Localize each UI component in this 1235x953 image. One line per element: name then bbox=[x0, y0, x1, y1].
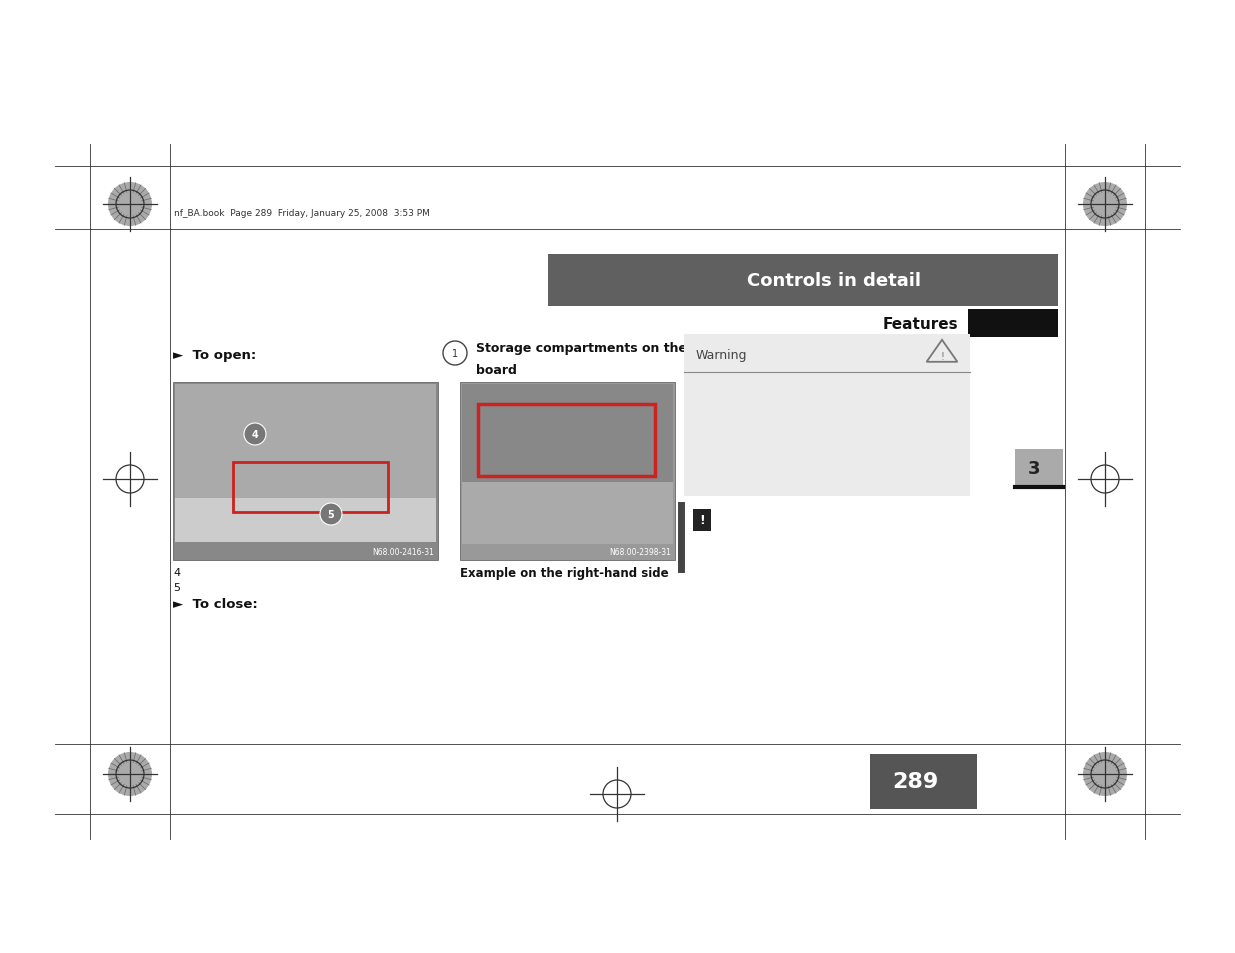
Text: Storage compartments on the dash-: Storage compartments on the dash- bbox=[475, 341, 730, 355]
Bar bbox=[478, 405, 655, 476]
Text: !: ! bbox=[940, 352, 944, 361]
Bar bbox=[173, 382, 438, 560]
Text: Warning: Warning bbox=[697, 348, 747, 361]
Circle shape bbox=[107, 183, 152, 227]
Text: 289: 289 bbox=[892, 772, 939, 792]
Bar bbox=[869, 754, 977, 809]
Bar bbox=[233, 462, 388, 513]
Circle shape bbox=[320, 503, 342, 525]
Bar bbox=[459, 382, 676, 560]
Bar bbox=[548, 254, 1058, 307]
Text: ►  To open:: ► To open: bbox=[173, 348, 256, 361]
Circle shape bbox=[107, 752, 152, 796]
Bar bbox=[175, 385, 436, 500]
Text: !: ! bbox=[699, 514, 705, 527]
Text: 5: 5 bbox=[173, 582, 180, 593]
Text: 5: 5 bbox=[327, 510, 335, 519]
Bar bbox=[693, 510, 711, 532]
Text: 1: 1 bbox=[452, 349, 458, 358]
Text: N68.00-2398-31: N68.00-2398-31 bbox=[609, 547, 671, 557]
Circle shape bbox=[245, 423, 266, 446]
Bar bbox=[462, 482, 673, 544]
Text: Features: Features bbox=[882, 316, 958, 331]
Circle shape bbox=[1083, 183, 1128, 227]
Bar bbox=[175, 498, 436, 542]
Bar bbox=[1015, 450, 1063, 488]
Bar bbox=[968, 310, 1058, 337]
Text: Example on the right-hand side: Example on the right-hand side bbox=[459, 566, 668, 578]
Circle shape bbox=[1083, 752, 1128, 796]
Text: N68.00-2416-31: N68.00-2416-31 bbox=[372, 547, 433, 557]
Text: 4: 4 bbox=[252, 430, 258, 439]
Text: nf_BA.book  Page 289  Friday, January 25, 2008  3:53 PM: nf_BA.book Page 289 Friday, January 25, … bbox=[174, 209, 430, 217]
Text: 4: 4 bbox=[173, 567, 180, 578]
Text: 3: 3 bbox=[1028, 459, 1040, 477]
Bar bbox=[462, 385, 673, 482]
Bar bbox=[684, 335, 969, 497]
Text: Controls in detail: Controls in detail bbox=[747, 272, 920, 290]
Text: ►  To close:: ► To close: bbox=[173, 598, 258, 611]
Text: board: board bbox=[475, 363, 517, 376]
